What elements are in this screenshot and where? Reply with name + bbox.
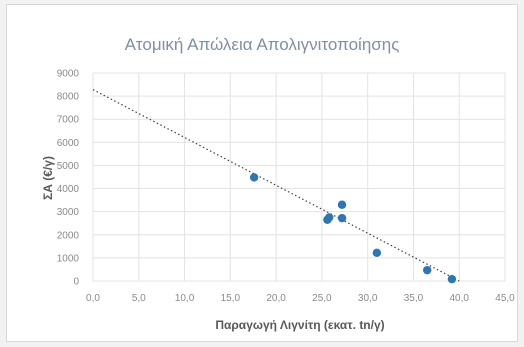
trendline-group xyxy=(92,89,460,282)
data-point xyxy=(447,274,457,284)
y-axis-label: ΣΑ (€/γ) xyxy=(41,156,55,200)
data-point xyxy=(422,265,432,275)
data-points xyxy=(249,173,457,284)
y-tick-label: 7000 xyxy=(57,115,80,126)
y-tick-label: 5000 xyxy=(57,161,80,172)
grid-lines xyxy=(92,72,506,282)
y-tick-label: 2000 xyxy=(57,230,80,241)
data-point xyxy=(337,213,347,223)
x-tick-label: 20,0 xyxy=(266,293,286,304)
data-point xyxy=(249,173,259,182)
x-tick-label: 45,0 xyxy=(495,293,515,304)
trendline xyxy=(92,89,460,282)
x-tick-label: 5,0 xyxy=(132,293,146,304)
y-tick-label: 6000 xyxy=(57,138,80,149)
x-tick-label: 10,0 xyxy=(175,293,195,304)
data-point xyxy=(372,248,382,258)
data-point xyxy=(337,200,347,209)
x-tick-label: 15,0 xyxy=(221,293,241,304)
x-tick-label: 40,0 xyxy=(449,293,469,304)
y-tick-label: 1000 xyxy=(57,253,80,264)
y-tick-label: 3000 xyxy=(57,207,80,218)
data-point xyxy=(325,213,334,222)
x-tick-label: 35,0 xyxy=(404,293,424,304)
y-tick-label: 4000 xyxy=(57,184,80,195)
x-tick-label: 0,0 xyxy=(86,293,100,304)
chart-card: Ατομική Απώλεια Απολιγνιτοποίησης xyxy=(6,4,518,342)
x-tick-labels: 0,0 5,0 10,0 15,0 20,0 25,0 30,0 35,0 40,0 45,0 xyxy=(86,293,515,304)
y-tick-label: 0 xyxy=(73,277,79,288)
chart-title: Ατομική Απώλεια Απολιγνιτοποίησης xyxy=(124,35,400,54)
y-tick-label: 9000 xyxy=(57,69,80,80)
x-tick-label: 25,0 xyxy=(312,293,332,304)
y-tick-label: 8000 xyxy=(57,92,80,103)
y-tick-labels: 0 1000 2000 3000 4000 5000 6000 7000 8000 9000 xyxy=(57,69,80,288)
x-axis-label: Παραγωγή Λιγνίτη (εκατ. tn/γ) xyxy=(215,318,384,332)
x-tick-label: 30,0 xyxy=(358,293,378,304)
